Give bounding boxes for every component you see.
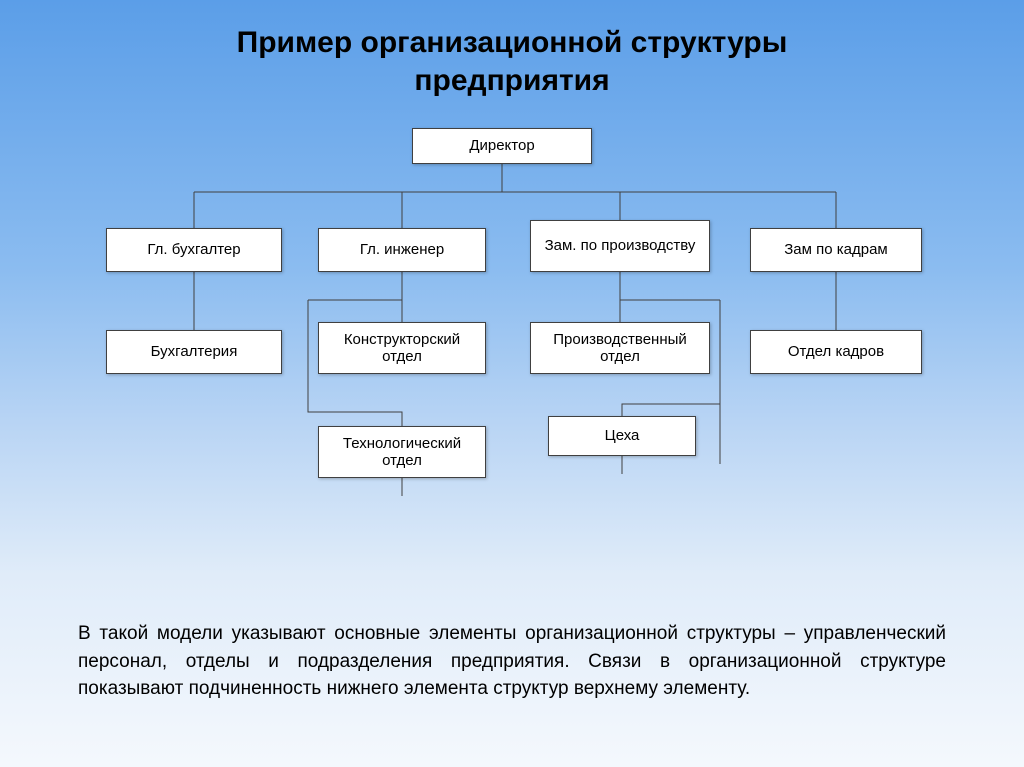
- node-chief_accountant: Гл. бухгалтер: [106, 228, 282, 272]
- node-accounting: Бухгалтерия: [106, 330, 282, 374]
- title-line-1: Пример организационной структуры: [237, 26, 788, 59]
- node-deputy_hr: Зам по кадрам: [750, 228, 922, 272]
- node-tech_dept: Технологический отдел: [318, 426, 486, 478]
- node-chief_engineer: Гл. инженер: [318, 228, 486, 272]
- node-hr_dept: Отдел кадров: [750, 330, 922, 374]
- caption-text: В такой модели указывают основные элемен…: [78, 620, 946, 703]
- node-deputy_prod: Зам. по производству: [530, 220, 710, 272]
- page-title: Пример организационной структуры предпри…: [0, 0, 1024, 99]
- node-workshops: Цеха: [548, 416, 696, 456]
- node-design_dept: Конструкторский отдел: [318, 322, 486, 374]
- title-line-2: предприятия: [414, 64, 609, 97]
- org-chart: Директор Гл. бухгалтер Гл. инженер Зам. по …: [0, 120, 1024, 570]
- node-prod_dept: Производственный отдел: [530, 322, 710, 374]
- node-director: Директор: [412, 128, 592, 164]
